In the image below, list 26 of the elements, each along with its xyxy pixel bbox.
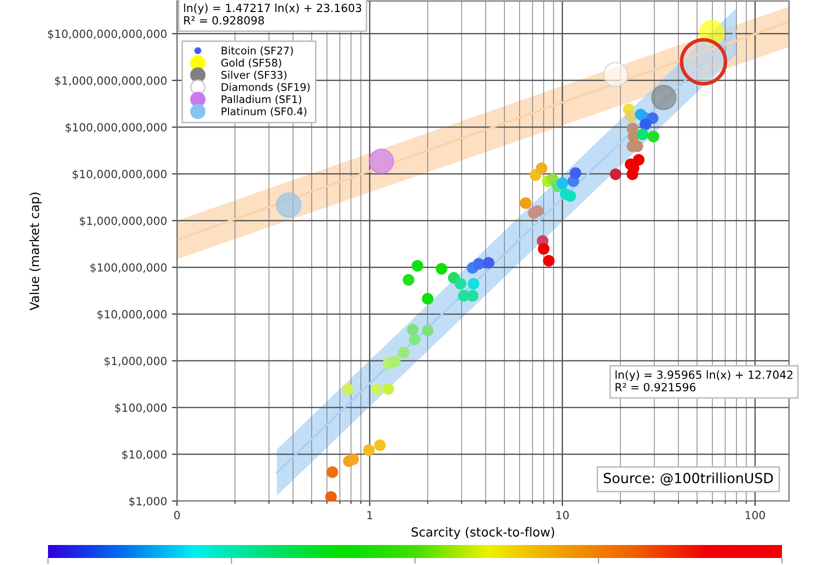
y-tick-label: $100,000,000 (90, 263, 167, 274)
legend-label: Bitcoin (SF27) (222, 46, 293, 56)
legend-label: Palladium (SF1) (222, 95, 302, 104)
annotation: Source: @100trillionUSD (604, 472, 773, 486)
annotation: ln(y) = 1.47217 ln(x) + 23.1603 R² = 0.928098 (184, 4, 362, 25)
x-tick-label: 1 (367, 511, 372, 520)
y-tick-label: $1,000,000,000,000 (55, 76, 167, 86)
y-tick-label: $1,000,000 (104, 356, 167, 367)
legend-label: Silver (SF33) (221, 70, 286, 80)
annotation: ln(y) = 3.95965 ln(x) + 12.7042 R² = 0.921596 (616, 370, 792, 392)
y-tick-label: $100,000 (115, 403, 167, 414)
y-tick-label: $10,000,000,000 (72, 170, 167, 180)
x-tick-label: 0 (174, 510, 180, 520)
y-tick-label: $1,000,000,000 (80, 216, 167, 226)
x-tick-label: 10 (556, 510, 569, 520)
y-tick-label: $100,000,000,000 (66, 122, 167, 133)
legend-label: Diamonds (SF19) (222, 82, 310, 92)
x-tick-label: 100 (746, 510, 765, 520)
legend-label: Gold (SF58) (221, 58, 282, 68)
legend-label: Platinum (SF0.4) (222, 107, 306, 117)
y-tick-label: $10,000 (122, 450, 167, 460)
y-axis-title: Value (market cap) (29, 192, 42, 310)
x-axis-title: Scarcity (stock-to-flow) (412, 527, 554, 540)
y-tick-label: $10,000,000,000,000 (48, 29, 167, 40)
y-tick-label: $1,000 (129, 496, 167, 507)
y-tick-label: $10,000,000 (98, 310, 167, 320)
